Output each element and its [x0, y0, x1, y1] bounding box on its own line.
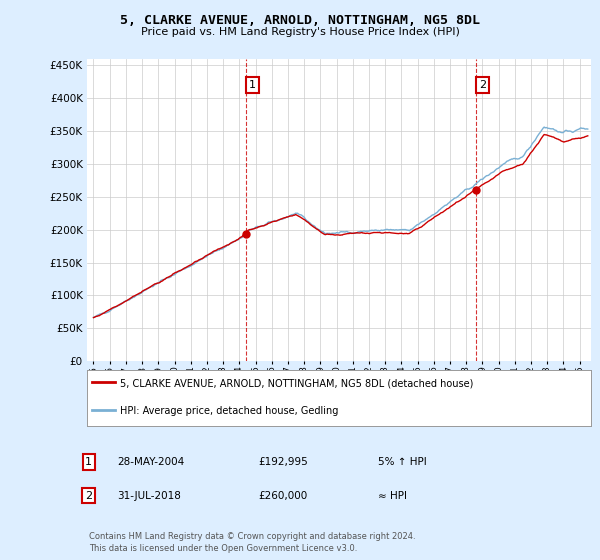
Text: Price paid vs. HM Land Registry's House Price Index (HPI): Price paid vs. HM Land Registry's House …	[140, 27, 460, 37]
Text: 28-MAY-2004: 28-MAY-2004	[117, 457, 184, 467]
Text: Contains HM Land Registry data © Crown copyright and database right 2024.
This d: Contains HM Land Registry data © Crown c…	[89, 533, 415, 553]
Text: HPI: Average price, detached house, Gedling: HPI: Average price, detached house, Gedl…	[120, 406, 338, 416]
Text: £260,000: £260,000	[258, 491, 307, 501]
Text: 5, CLARKE AVENUE, ARNOLD, NOTTINGHAM, NG5 8DL (detached house): 5, CLARKE AVENUE, ARNOLD, NOTTINGHAM, NG…	[120, 378, 473, 388]
Text: 5% ↑ HPI: 5% ↑ HPI	[378, 457, 427, 467]
Text: 2: 2	[85, 491, 92, 501]
Text: ≈ HPI: ≈ HPI	[378, 491, 407, 501]
Text: £192,995: £192,995	[258, 457, 308, 467]
Text: 31-JUL-2018: 31-JUL-2018	[117, 491, 181, 501]
Text: 1: 1	[249, 80, 256, 90]
Text: 5, CLARKE AVENUE, ARNOLD, NOTTINGHAM, NG5 8DL: 5, CLARKE AVENUE, ARNOLD, NOTTINGHAM, NG…	[120, 14, 480, 27]
Text: 1: 1	[85, 457, 92, 467]
Text: 2: 2	[479, 80, 486, 90]
